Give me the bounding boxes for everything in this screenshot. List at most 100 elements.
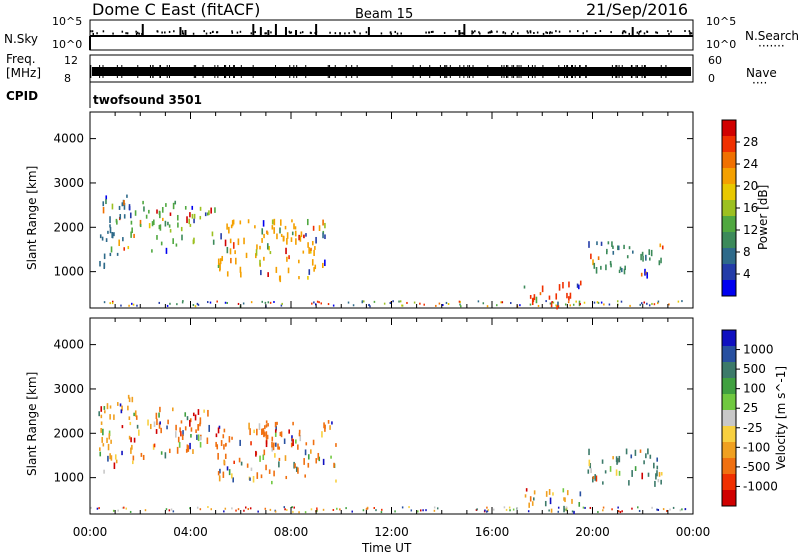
near-range-cell [679,509,682,512]
range-cell [314,264,317,270]
range-cell [282,235,285,242]
range-cell [181,434,184,440]
near-range-cell [169,302,171,305]
range-cell [172,238,174,245]
near-range-cell [311,302,313,305]
range-cell [215,433,218,438]
range-cell [149,423,152,430]
range-cell [297,467,299,474]
near-range-cell [602,509,604,512]
range-cell [130,447,132,454]
nsky-point [112,32,114,35]
range-cell [607,241,610,245]
near-range-cell [375,509,377,512]
nsky-point [289,31,291,34]
nsky-point [339,32,341,35]
range-cell [318,456,321,462]
range-cell [259,245,261,250]
range-cell [123,247,126,251]
near-range-cell [381,508,383,511]
range-cell [182,430,184,437]
near-range-cell [264,507,267,510]
range-cell [647,472,650,477]
range-cell [588,241,590,248]
nsky-point [236,31,239,34]
near-range-cell [235,509,237,512]
range-cell [191,213,194,219]
nsearch-tick-low: 10^0 [706,38,736,51]
range-cell [121,405,123,411]
nsky-point [461,32,464,35]
range-cell [99,260,101,267]
near-range-cell [597,511,599,514]
range-cell [544,500,547,507]
near-range-cell [552,301,555,304]
nsky-point [478,31,480,34]
range-cell [549,497,552,505]
range-cell [605,250,608,255]
freq-tick-low: 8 [64,72,71,85]
beam-label: Beam 15 [355,7,413,22]
range-cell [231,473,233,479]
range-cell [199,215,202,220]
near-range-cell [419,302,421,305]
range-cell [100,406,103,412]
near-range-cell [170,508,173,511]
range-cell [265,440,268,448]
nsky-point [489,31,491,34]
near-range-cell [596,301,599,304]
range-cell [134,210,137,216]
range-cell [255,450,257,457]
near-range-cell [320,302,322,305]
nsky-point [314,31,316,34]
range-cell [156,235,158,240]
range-cell [276,233,278,240]
range-cell [175,424,177,431]
range-cell [176,446,179,454]
near-range-cell [433,509,436,512]
range-cell [631,470,633,477]
range-cell [118,239,120,247]
near-range-cell [176,303,178,306]
range-cell [229,248,232,255]
near-range-cell [648,304,651,307]
near-range-cell [589,506,592,509]
nsky-point [512,30,515,33]
range-cell [194,414,197,421]
near-range-cell [476,508,478,511]
near-range-cell [602,506,605,509]
range-cell [174,200,177,205]
near-range-cell [669,508,671,511]
range-cell [263,449,266,456]
range-cell [324,234,326,240]
range-cell [121,450,123,456]
range-cell [138,429,140,436]
range-cell [115,218,118,223]
near-range-cell [593,301,596,304]
range-cell [186,416,189,421]
range-cell [294,230,297,237]
near-range-cell [653,303,656,306]
range-cell [307,462,310,468]
nsky-point [471,30,473,33]
range-cell [303,234,305,239]
near-range-cell [196,302,199,305]
nsky-point [425,31,427,34]
range-cell [310,449,312,454]
range-cell [140,452,143,457]
range-cell [103,406,106,410]
range-cell [208,424,211,432]
nsky-point [102,30,105,33]
range-cell [273,470,275,477]
range-cell [263,233,265,239]
range-cell [322,458,325,465]
near-range-cell [383,302,386,305]
near-range-cell [563,508,566,511]
range-cell [107,455,109,462]
range-cell [609,466,612,472]
colorbar-tick-label: 25 [743,401,758,415]
colorbar-frame [721,329,737,507]
range-cell [142,454,145,460]
range-cell [330,455,332,459]
power-xticks [89,112,694,308]
